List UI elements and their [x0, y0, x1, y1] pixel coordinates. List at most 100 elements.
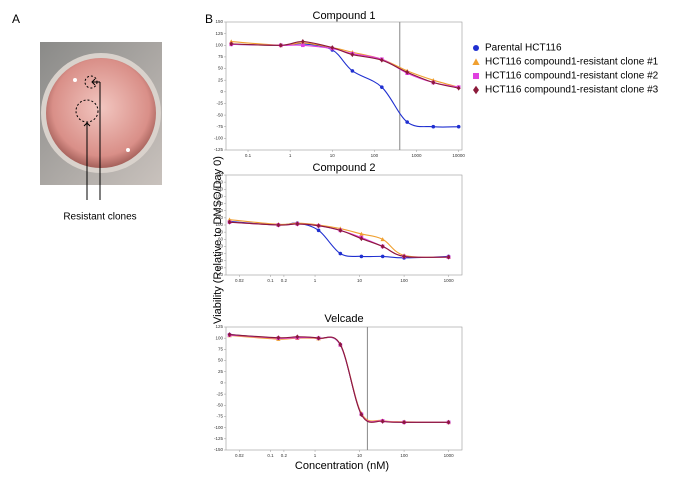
marker [473, 45, 479, 51]
y-tick-label: 100 [215, 335, 223, 340]
y-tick-label: 60 [218, 236, 224, 241]
well-photo [40, 42, 162, 185]
marker [456, 124, 461, 129]
y-tick-label: 200 [215, 186, 223, 191]
marker [227, 219, 232, 225]
y-tick-label: -75 [216, 414, 223, 419]
x-tick-label: 0.02 [235, 453, 244, 458]
x-tick-label: 0.2 [281, 278, 288, 283]
x-tick-label: 1000 [444, 278, 455, 283]
marker [227, 332, 232, 338]
marker [295, 334, 300, 340]
x-tick-label: 100 [400, 453, 408, 458]
marker [402, 419, 406, 425]
marker [456, 85, 461, 91]
marker [446, 254, 451, 260]
marker [330, 45, 335, 51]
marker [350, 52, 355, 58]
marker [405, 120, 409, 124]
y-tick-label: -125 [214, 436, 224, 441]
panel-label: B [205, 12, 213, 26]
y-tick-label: 25 [218, 77, 224, 82]
x-tick-label: 0.1 [245, 153, 252, 158]
y-tick-label: -25 [216, 101, 223, 106]
plot-frame [225, 21, 463, 151]
x-axis-label: Concentration (nM) [295, 460, 389, 472]
chart-title: Compound 1 [313, 10, 376, 22]
marker [316, 223, 321, 229]
marker [473, 73, 479, 79]
marker [380, 418, 385, 424]
legend-label: Parental HCT116 [485, 43, 562, 54]
x-tick-label: 1000 [412, 153, 423, 158]
plot-frame [225, 326, 463, 451]
x-tick-label: 100 [400, 278, 408, 283]
legend-label: HCT116 compound1-resistant clone #3 [485, 85, 659, 96]
marker [380, 85, 384, 89]
y-tick-label: 140 [215, 208, 223, 213]
y-tick-label: -50 [216, 402, 223, 407]
y-tick-label: 75 [218, 347, 224, 352]
marker [473, 85, 479, 95]
legend-label: HCT116 compound1-resistant clone #2 [485, 71, 659, 82]
panel-label: A [12, 12, 20, 26]
y-tick-label: 180 [215, 194, 223, 199]
x-tick-label: 10000 [452, 153, 465, 158]
x-tick-label: 1 [314, 278, 317, 283]
y-tick-label: -100 [214, 136, 224, 141]
marker [301, 39, 305, 45]
marker [405, 69, 409, 75]
x-tick-label: 1 [314, 453, 317, 458]
x-tick-label: 0.02 [235, 278, 244, 283]
y-tick-label: -50 [216, 112, 223, 117]
annotation: Resistant clones [63, 212, 136, 223]
x-tick-label: 1 [289, 153, 292, 158]
x-tick-label: 1000 [444, 453, 455, 458]
y-tick-label: 100 [215, 42, 223, 47]
y-tick-label: 50 [218, 358, 224, 363]
marker [338, 251, 343, 256]
y-tick-label: 160 [215, 201, 223, 206]
y-tick-label: -100 [214, 425, 224, 430]
x-tick-label: 100 [371, 153, 379, 158]
x-tick-label: 10 [330, 153, 336, 158]
y-tick-label: 75 [218, 54, 224, 59]
marker [380, 57, 384, 63]
y-tick-label: 0 [220, 89, 223, 94]
y-tick-label: 100 [215, 222, 223, 227]
marker [295, 221, 300, 227]
y-tick-label: -25 [216, 391, 223, 396]
y-tick-label: 125 [215, 324, 223, 329]
marker [229, 41, 234, 47]
y-tick-label: -150 [214, 447, 224, 452]
y-tick-label: 25 [218, 369, 224, 374]
marker [431, 79, 436, 86]
marker [338, 227, 343, 233]
y-tick-label: 80 [218, 229, 224, 234]
y-tick-label: -75 [216, 124, 223, 129]
marker [380, 254, 385, 259]
marker [350, 69, 355, 73]
marker [446, 419, 451, 425]
marker [279, 42, 283, 48]
y-tick-label: -125 [214, 147, 224, 152]
marker [316, 335, 321, 341]
y-tick-label: 125 [215, 31, 223, 36]
y-axis-label: Viability (Relative to DMSO/Day 0) [212, 156, 224, 324]
y-tick-label: 120 [215, 215, 223, 220]
y-tick-label: 150 [215, 19, 223, 24]
marker [431, 124, 436, 129]
y-tick-label: 240 [215, 172, 223, 177]
marker [359, 236, 364, 242]
y-tick-label: 220 [215, 179, 223, 184]
y-tick-label: 50 [218, 66, 224, 71]
y-tick-label: 0 [220, 258, 223, 263]
marker [359, 231, 364, 236]
marker [380, 237, 385, 242]
chart-title: Velcade [324, 313, 363, 325]
x-tick-label: 0.2 [281, 453, 288, 458]
x-tick-label: 0.1 [267, 278, 274, 283]
marker [276, 222, 281, 228]
y-tick-label: 0 [220, 380, 223, 385]
